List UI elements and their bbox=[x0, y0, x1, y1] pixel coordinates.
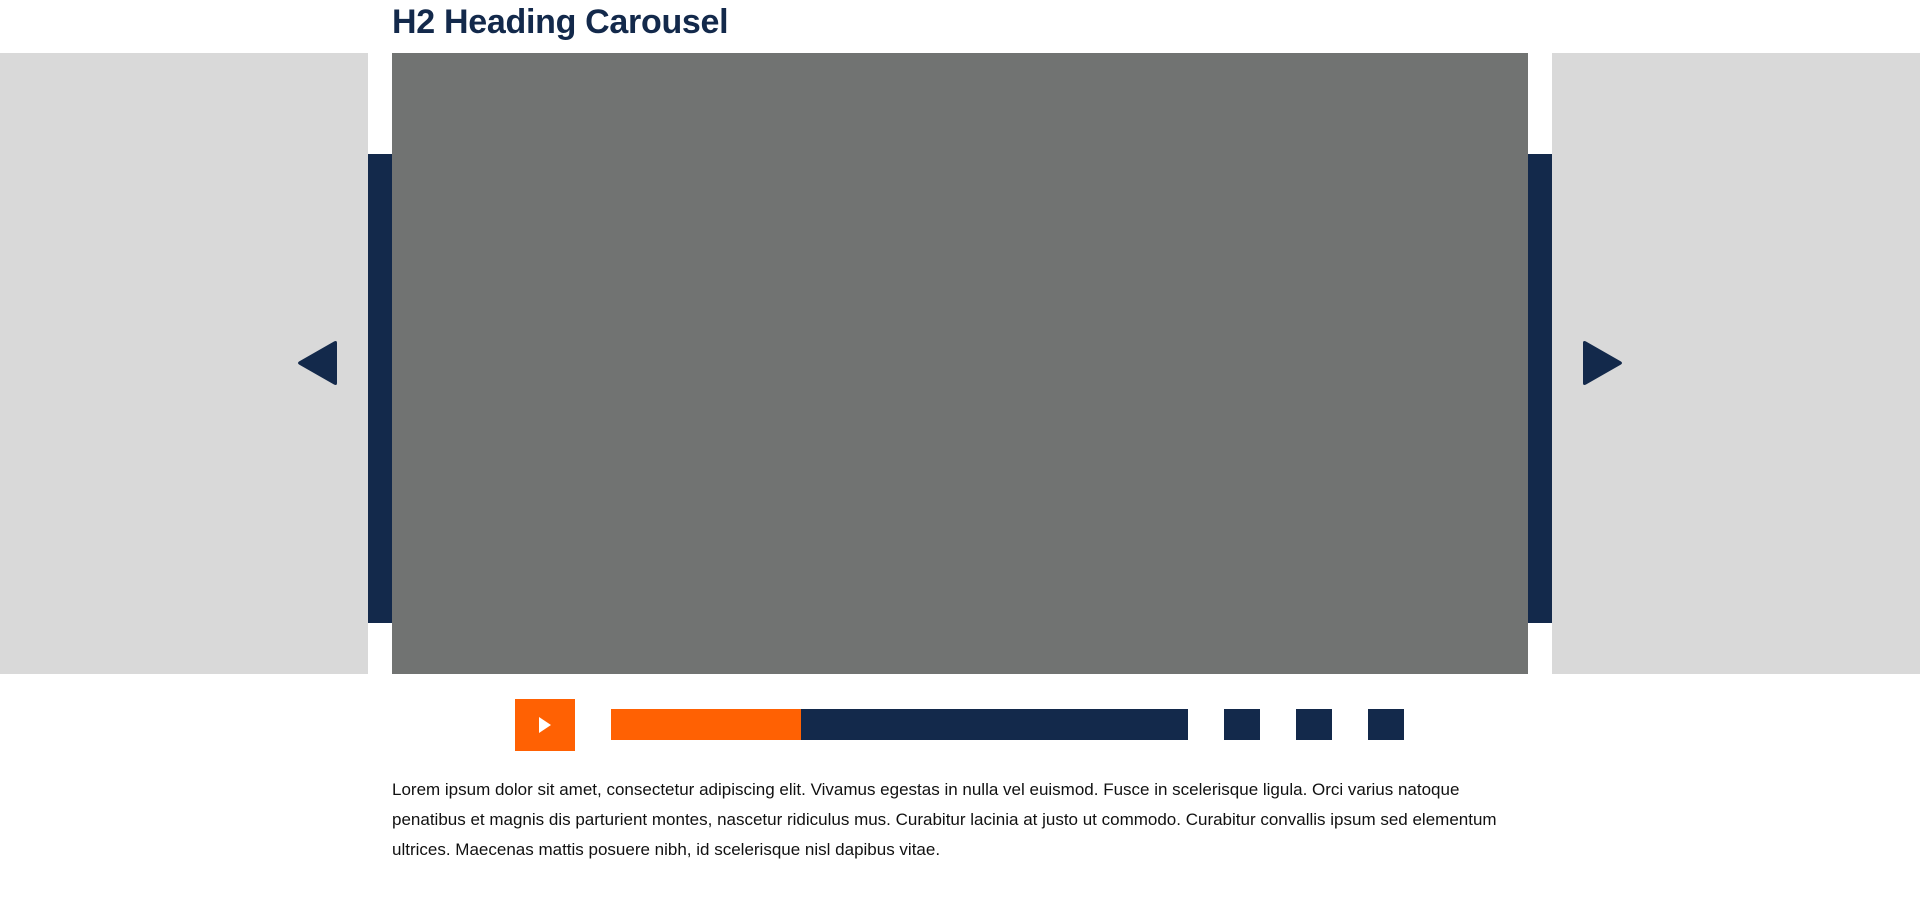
previous-slide-button[interactable] bbox=[296, 340, 342, 386]
play-icon bbox=[539, 717, 551, 733]
slide-indicator-3[interactable] bbox=[1368, 709, 1404, 740]
previous-slide-band bbox=[368, 154, 392, 623]
slide-progress-fill bbox=[611, 709, 802, 740]
page-title: H2 Heading Carousel bbox=[392, 3, 729, 41]
triangle-right-icon bbox=[1583, 341, 1622, 385]
triangle-left-icon bbox=[298, 341, 337, 385]
slide-indicator-2[interactable] bbox=[1296, 709, 1332, 740]
slide-progress-bar[interactable] bbox=[611, 709, 1188, 740]
play-button[interactable] bbox=[515, 699, 575, 751]
active-slide-image bbox=[392, 53, 1528, 674]
carousel-caption: Lorem ipsum dolor sit amet, consectetur … bbox=[392, 780, 1497, 859]
slide-indicator-1[interactable] bbox=[1224, 709, 1260, 740]
next-slide-band bbox=[1528, 154, 1552, 623]
next-slide-button[interactable] bbox=[1578, 340, 1624, 386]
